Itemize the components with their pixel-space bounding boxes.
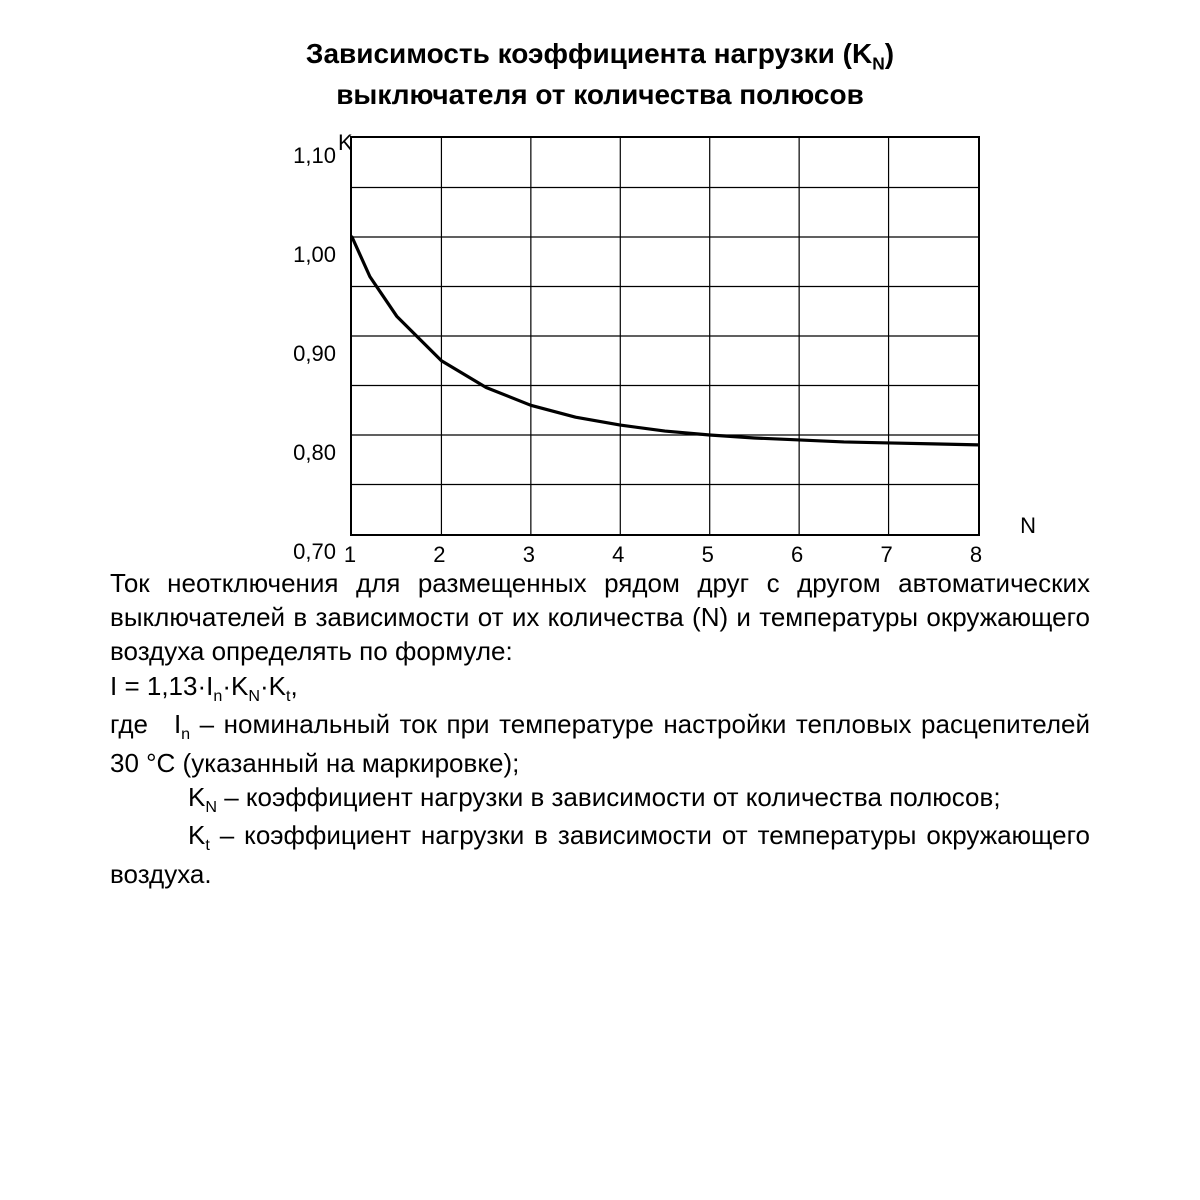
y-tick-label: 0,80	[293, 440, 336, 466]
chart-plot-area	[350, 136, 980, 536]
page-title: Зависимость коэффициента нагрузки (KN) в…	[100, 35, 1100, 114]
chart-container: 001.com.ua KN 0,700,800,901,001,10 12345…	[280, 136, 1000, 536]
desc-p4: Kt – коэффициент нагрузки в зависимости …	[110, 818, 1090, 891]
x-tick-label: 3	[523, 542, 535, 568]
desc-formula: I = 1,13·In·KN·Kt,	[110, 669, 1090, 707]
title-line1-sub: N	[872, 54, 885, 74]
title-line1-a: Зависимость коэффициента нагрузки (K	[306, 38, 872, 69]
x-tick-label: 8	[970, 542, 982, 568]
desc-p2-pre: где I	[110, 709, 181, 739]
x-tick-labels: 12345678	[350, 542, 980, 566]
x-tick-label: 2	[433, 542, 445, 568]
y-tick-label: 0,70	[293, 539, 336, 565]
y-tick-label: 1,00	[293, 242, 336, 268]
x-tick-label: 1	[344, 542, 356, 568]
desc-p2-sub: n	[181, 725, 190, 743]
desc-p2-post: – номинальный ток при температуре настро…	[110, 709, 1090, 777]
desc-p3: KN – коэффициент нагрузки в зависимости …	[110, 780, 1090, 818]
x-axis-title: N	[1020, 513, 1036, 539]
desc-p3-sub: N	[205, 798, 217, 816]
x-tick-label: 7	[880, 542, 892, 568]
y-tick-labels: 0,700,800,901,001,10	[276, 156, 336, 556]
x-tick-label: 6	[791, 542, 803, 568]
x-tick-label: 4	[612, 542, 624, 568]
desc-p4-post: – коэффициент нагрузки в зависимости от …	[110, 820, 1090, 888]
desc-p3-post: – коэффициент нагрузки в зависимости от …	[217, 782, 1001, 812]
chart-svg	[352, 138, 978, 534]
desc-p2: где In – номинальный ток при температуре…	[110, 707, 1090, 780]
x-tick-label: 5	[702, 542, 714, 568]
description-block: Ток неотключения для размещенных рядом д…	[100, 566, 1100, 891]
desc-p1: Ток неотключения для размещенных рядом д…	[110, 566, 1090, 669]
title-line2: выключателя от количества полюсов	[336, 79, 864, 110]
title-line1-b: )	[885, 38, 894, 69]
y-tick-label: 0,90	[293, 341, 336, 367]
desc-p4-pre: K	[110, 820, 205, 850]
y-tick-label: 1,10	[293, 143, 336, 169]
desc-p3-pre: K	[110, 782, 205, 812]
